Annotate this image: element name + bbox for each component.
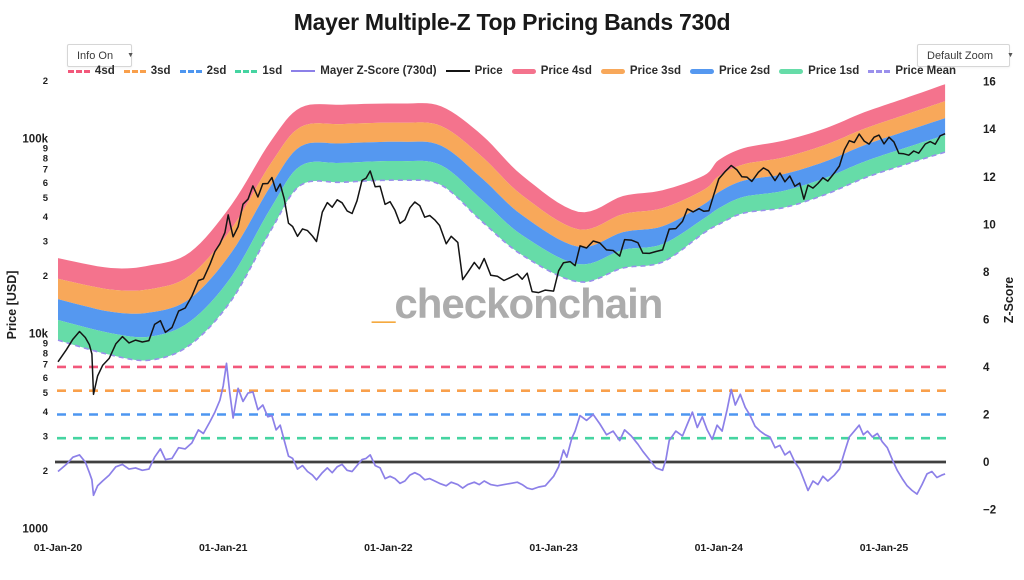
price-tick-label: 6 bbox=[43, 178, 48, 189]
legend-item-price-4sd[interactable]: Price 4sd bbox=[511, 65, 592, 77]
zscore-tick-label: 6 bbox=[983, 314, 989, 326]
legend-label-3sd: 3sd bbox=[150, 65, 171, 77]
date-tick-label: 01-Jan-21 bbox=[199, 542, 248, 554]
legend-swatch-price-2sd bbox=[690, 68, 715, 74]
price-axis-title: Price [USD] bbox=[5, 271, 19, 340]
chevron-down-icon: ▼ bbox=[1007, 52, 1014, 59]
legend-label-price-4sd: Price 4sd bbox=[540, 65, 592, 77]
legend-item-mayer-z-score-730d[interactable]: Mayer Z-Score (730d) bbox=[291, 65, 437, 77]
price-tick-label: 7 bbox=[43, 360, 48, 371]
legend-label-price-2sd: Price 2sd bbox=[719, 65, 771, 77]
price-line bbox=[57, 133, 946, 396]
watermark: _checkonchain bbox=[372, 280, 663, 328]
date-tick-label: 01-Jan-25 bbox=[860, 542, 909, 554]
price-tick-label: 4 bbox=[43, 212, 49, 223]
zscore-tick-label: 0 bbox=[983, 457, 989, 469]
watermark-text: checkonchain bbox=[394, 280, 663, 327]
legend-label-price: Price bbox=[474, 65, 503, 77]
price-tick-label: 3 bbox=[43, 432, 48, 443]
price-tick-label: 6 bbox=[43, 373, 48, 384]
zscore-tick-label: 4 bbox=[983, 362, 990, 374]
legend-label-price-3sd: Price 3sd bbox=[629, 65, 682, 77]
legend: 4sd 3sd 2sd 1sd Mayer Z-Score (730d) Price Pri… bbox=[30, 62, 994, 80]
legend-item-3sd[interactable]: 3sd bbox=[123, 65, 171, 77]
date-tick-label: 01-Jan-22 bbox=[364, 542, 413, 554]
price-tick-label: 2 bbox=[43, 271, 48, 282]
legend-label-price-mean: Price Mean bbox=[895, 65, 957, 77]
z-score-line bbox=[57, 362, 946, 497]
date-tick-label: 01-Jan-23 bbox=[529, 542, 578, 554]
price-mean-line bbox=[57, 151, 946, 362]
price-tick-label: 4 bbox=[43, 407, 49, 418]
price-tick-label: 100k bbox=[22, 134, 48, 146]
legend-swatch-4sd bbox=[67, 69, 90, 73]
zoom-dropdown[interactable]: Default Zoom ▼ bbox=[917, 44, 1014, 67]
legend-swatch-2sd bbox=[179, 69, 202, 73]
legend-swatch-price bbox=[445, 70, 470, 72]
info-dropdown-label: Info On bbox=[77, 49, 114, 62]
price-tick-label: 5 bbox=[43, 193, 49, 204]
zscore-tick-label: 12 bbox=[983, 172, 996, 184]
legend-swatch-price-4sd bbox=[511, 68, 536, 74]
watermark-underscore: _ bbox=[372, 280, 395, 327]
price-tick-label: 5 bbox=[43, 388, 49, 399]
legend-swatch-mayer-z-score-730d bbox=[291, 70, 316, 72]
legend-item-1sd[interactable]: 1sd bbox=[235, 65, 282, 77]
legend-label-1sd: 1sd bbox=[262, 65, 283, 77]
legend-label-price-1sd: Price 1sd bbox=[808, 65, 860, 77]
legend-swatch-price-1sd bbox=[779, 68, 804, 74]
legend-item-price-3sd[interactable]: Price 3sd bbox=[600, 65, 682, 77]
zscore-tick-label: −2 bbox=[983, 505, 996, 517]
legend-item-price[interactable]: Price bbox=[445, 65, 503, 77]
date-tick-label: 01-Jan-24 bbox=[695, 542, 744, 554]
zscore-axis-title: Z-Score bbox=[1002, 277, 1016, 324]
zscore-tick-label: 2 bbox=[983, 410, 989, 422]
zoom-dropdown-label: Default Zoom bbox=[927, 49, 994, 62]
date-tick-label: 01-Jan-20 bbox=[34, 542, 83, 554]
info-dropdown[interactable]: Info On ▼ bbox=[67, 44, 135, 67]
price-tick-label: 9 bbox=[43, 338, 48, 349]
legend-swatch-1sd bbox=[235, 69, 258, 73]
chart-title: Mayer Multiple-Z Top Pricing Bands 730d bbox=[293, 9, 731, 35]
price-tick-label: 2 bbox=[43, 76, 48, 87]
legend-item-price-1sd[interactable]: Price 1sd bbox=[779, 65, 859, 77]
price-tick-label: 2 bbox=[43, 466, 48, 477]
price-tick-label: 7 bbox=[43, 165, 48, 176]
band-3sd-2sd bbox=[58, 101, 946, 314]
legend-swatch-3sd bbox=[123, 69, 146, 73]
chevron-down-icon: ▼ bbox=[127, 52, 135, 59]
legend-item-price-2sd[interactable]: Price 2sd bbox=[690, 65, 770, 77]
zscore-tick-label: 14 bbox=[983, 124, 996, 136]
price-tick-label: 10k bbox=[29, 329, 49, 341]
price-tick-label: 1000 bbox=[22, 524, 48, 536]
price-tick-label: 8 bbox=[43, 153, 48, 164]
price-tick-label: 9 bbox=[43, 143, 48, 154]
price-tick-label: 8 bbox=[43, 348, 48, 359]
legend-label-2sd: 2sd bbox=[206, 65, 227, 77]
band-4sd-3sd bbox=[58, 84, 946, 291]
zscore-tick-label: 16 bbox=[983, 77, 996, 89]
price-tick-label: 3 bbox=[43, 237, 48, 248]
legend-item-4sd[interactable]: 4sd bbox=[67, 65, 115, 77]
legend-item-2sd[interactable]: 2sd bbox=[179, 65, 227, 77]
legend-item-price-mean[interactable]: Price Mean bbox=[868, 65, 956, 77]
zscore-tick-label: 10 bbox=[983, 219, 996, 231]
band-2sd-1sd bbox=[58, 118, 946, 338]
legend-swatch-price-3sd bbox=[600, 68, 625, 74]
zscore-tick-label: 8 bbox=[983, 267, 990, 279]
legend-label-4sd: 4sd bbox=[94, 65, 115, 77]
legend-label-mayer-z-score-730d: Mayer Z-Score (730d) bbox=[320, 65, 437, 77]
band-1sd-mean bbox=[58, 135, 946, 361]
legend-swatch-price-mean bbox=[868, 69, 891, 73]
